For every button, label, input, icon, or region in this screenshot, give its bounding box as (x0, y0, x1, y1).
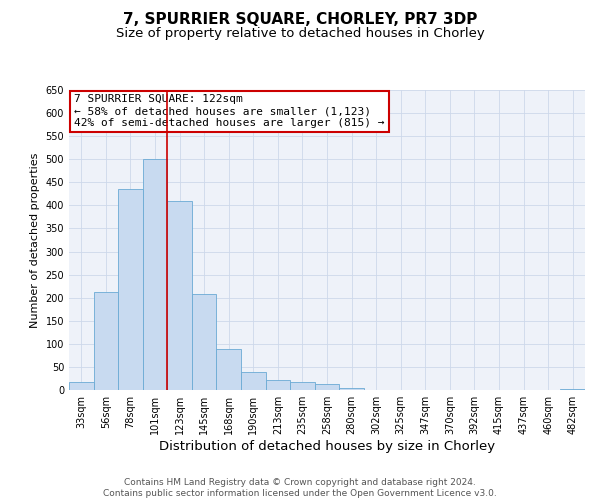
X-axis label: Distribution of detached houses by size in Chorley: Distribution of detached houses by size … (159, 440, 495, 453)
Bar (266, 380, 290, 390)
Bar (315, 384, 339, 390)
Bar (241, 372, 266, 390)
Text: 7, SPURRIER SQUARE, CHORLEY, PR7 3DP: 7, SPURRIER SQUARE, CHORLEY, PR7 3DP (123, 12, 477, 28)
Bar (560, 388, 585, 390)
Bar (339, 388, 364, 390)
Bar (290, 382, 315, 390)
Bar (143, 159, 167, 390)
Bar (192, 294, 217, 390)
Bar (217, 350, 241, 390)
Text: Size of property relative to detached houses in Chorley: Size of property relative to detached ho… (116, 28, 484, 40)
Text: Contains HM Land Registry data © Crown copyright and database right 2024.
Contai: Contains HM Land Registry data © Crown c… (103, 478, 497, 498)
Y-axis label: Number of detached properties: Number of detached properties (30, 152, 40, 328)
Bar (94, 292, 118, 390)
Bar (167, 201, 192, 390)
Bar (69, 382, 94, 390)
Text: 7 SPURRIER SQUARE: 122sqm
← 58% of detached houses are smaller (1,123)
42% of se: 7 SPURRIER SQUARE: 122sqm ← 58% of detac… (74, 94, 385, 128)
Bar (118, 189, 143, 390)
